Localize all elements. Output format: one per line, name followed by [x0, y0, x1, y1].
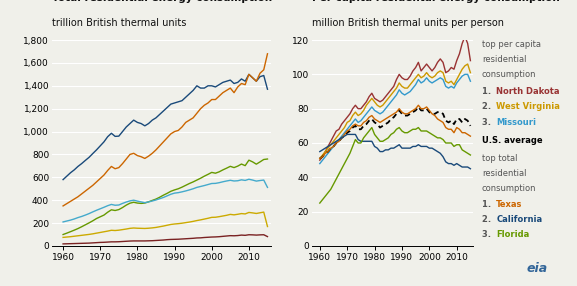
- Text: North Dakota: North Dakota: [496, 87, 560, 96]
- Text: 3.: 3.: [482, 118, 494, 126]
- Text: residential: residential: [482, 169, 526, 178]
- Text: consumption: consumption: [482, 184, 536, 192]
- Text: 2.: 2.: [482, 215, 494, 224]
- Text: eia: eia: [527, 262, 548, 275]
- Text: consumption: consumption: [482, 70, 536, 79]
- Text: 2.: 2.: [482, 102, 494, 111]
- Text: Texas: Texas: [496, 200, 523, 208]
- Text: Florida: Florida: [496, 230, 530, 239]
- Text: top total: top total: [482, 154, 518, 163]
- Text: 1.: 1.: [482, 87, 494, 96]
- Text: California: California: [496, 215, 542, 224]
- Text: Total residential energy consumption: Total residential energy consumption: [52, 0, 272, 3]
- Text: residential: residential: [482, 55, 526, 64]
- Text: U.S. average: U.S. average: [482, 136, 542, 145]
- Text: million British thermal units per person: million British thermal units per person: [312, 18, 504, 28]
- Text: trillion British thermal units: trillion British thermal units: [52, 18, 186, 28]
- Text: 3.: 3.: [482, 230, 494, 239]
- Text: Missouri: Missouri: [496, 118, 536, 126]
- Text: Per capita residental energy consumption: Per capita residental energy consumption: [312, 0, 559, 3]
- Text: 1.: 1.: [482, 200, 494, 208]
- Text: West Virginia: West Virginia: [496, 102, 560, 111]
- Text: top per capita: top per capita: [482, 40, 541, 49]
